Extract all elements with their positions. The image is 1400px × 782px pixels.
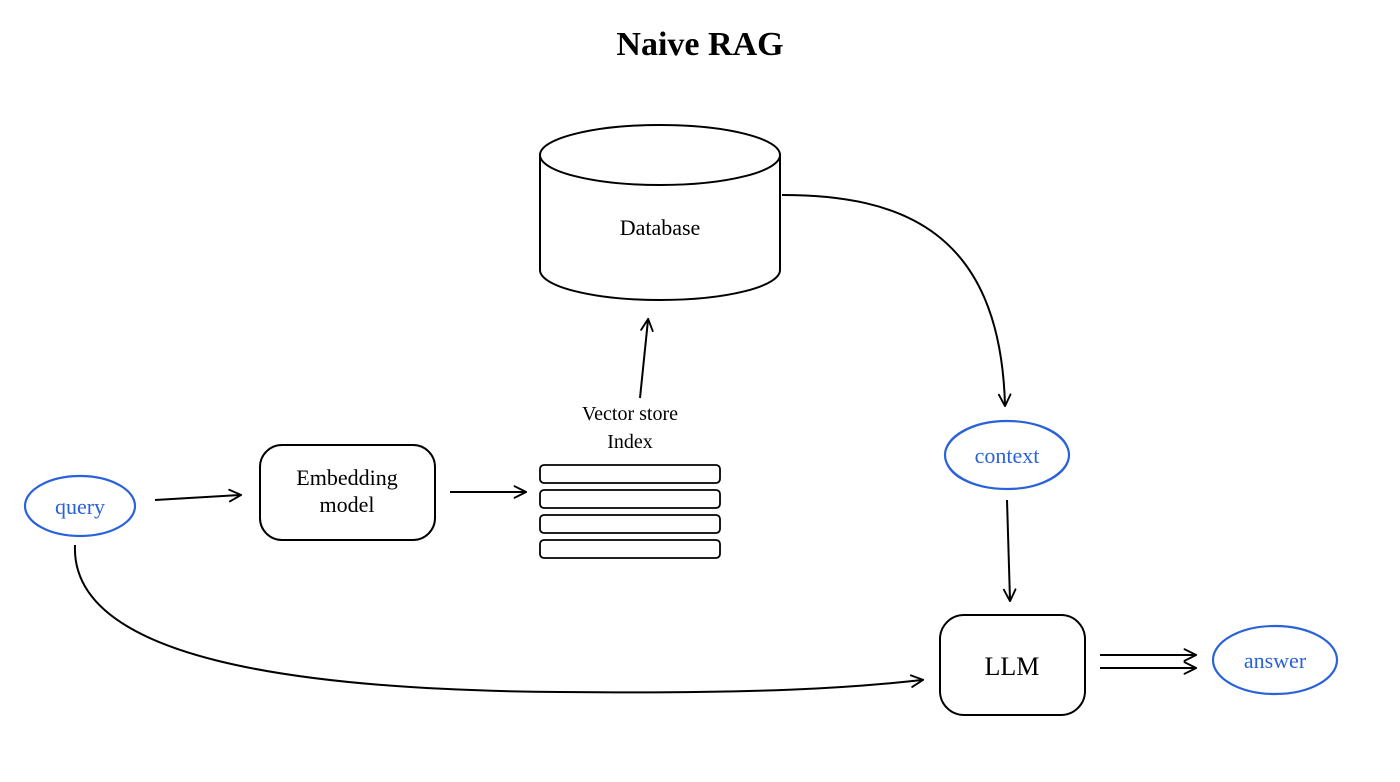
node-llm: LLM — [940, 615, 1085, 715]
node-vectorstore: Vector store Index — [540, 403, 720, 558]
node-embed: Embedding model — [260, 445, 435, 540]
edge-llm-answer — [1100, 655, 1195, 668]
edge-query-embed — [155, 495, 240, 500]
embed-label-2: model — [320, 492, 375, 517]
vectorstore-label-2: Index — [607, 431, 653, 453]
edge-database-context — [782, 195, 1005, 405]
vectorstore-label-1: Vector store — [582, 403, 678, 425]
llm-label: LLM — [985, 652, 1040, 681]
edge-context-llm — [1007, 500, 1010, 600]
embed-label-1: Embedding — [296, 465, 397, 490]
node-query: query — [24, 475, 135, 537]
context-label: context — [975, 443, 1040, 468]
vectorstore-row — [540, 465, 720, 483]
vectorstore-row — [540, 515, 720, 533]
answer-label: answer — [1244, 648, 1307, 673]
node-database: Database — [540, 125, 780, 300]
edge-query-llm — [75, 545, 922, 692]
query-label: query — [55, 494, 105, 519]
node-context: context — [944, 419, 1070, 491]
vectorstore-row — [540, 490, 720, 508]
diagram-title: Naive RAG — [616, 26, 783, 63]
diagram-canvas: Naive RAG query Embedding model Vector s… — [0, 0, 1400, 782]
vectorstore-row — [540, 540, 720, 558]
node-answer: answer — [1212, 625, 1337, 695]
edge-vector-database — [640, 320, 648, 398]
database-label: Database — [620, 215, 701, 240]
